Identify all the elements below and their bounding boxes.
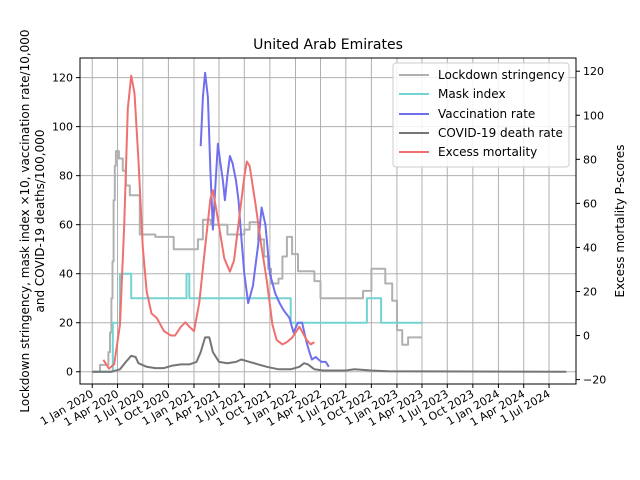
y-right-tick-label: 60	[583, 197, 597, 210]
legend-label-excess-mortality: Excess mortality	[438, 145, 537, 159]
y-right-tick-label: 100	[583, 109, 604, 122]
y-left-tick-label: 80	[59, 170, 73, 183]
legend-box	[392, 62, 570, 168]
chart-title: United Arab Emirates	[253, 37, 403, 53]
y-axis-left-label-line2: and COVID-19 deaths/100,000	[33, 130, 47, 313]
series-line-covid-19-death-rate	[92, 336, 567, 373]
plot-frame	[79, 57, 577, 385]
y-left-tick-label: 100	[52, 121, 73, 134]
series-line-excess-mortality	[102, 74, 315, 370]
y-right-tick-label: 120	[583, 65, 604, 78]
legend: Lockdown stringency Mask index Vaccinati…	[392, 62, 570, 168]
y-left-tick-label: 120	[52, 72, 73, 85]
y-right-tick-label: 80	[583, 153, 597, 166]
y-right-tick-label: −20	[583, 374, 606, 387]
grid	[80, 58, 576, 384]
y-left-tick-label: 40	[59, 268, 73, 281]
legend-label-mask-index: Mask index	[438, 87, 506, 101]
y-right-tick-label: 0	[583, 330, 590, 343]
legend-label-covid-death-rate: COVID-19 death rate	[438, 126, 563, 140]
legend-label-vaccination-rate: Vaccination rate	[438, 107, 535, 121]
legend-label-lockdown-stringency: Lockdown stringency	[438, 68, 565, 82]
series-layer	[92, 71, 567, 373]
y-axis-left: 0 20 40 60 80 100 120	[52, 72, 80, 379]
y-left-tick-label: 0	[66, 366, 73, 379]
y-axis-right-label: Excess mortality P-scores	[613, 145, 627, 298]
series-line-lockdown-stringency	[92, 150, 422, 373]
y-right-tick-label: 40	[583, 241, 597, 254]
y-axis-right: −20 0 20 40 60 80 100 120	[576, 65, 606, 387]
series-line-vaccination-rate	[199, 71, 330, 368]
y-left-tick-label: 60	[59, 219, 73, 232]
series-line-mask-index	[92, 272, 422, 373]
y-left-tick-label: 20	[59, 317, 73, 330]
y-right-tick-label: 20	[583, 285, 597, 298]
y-axis-left-label-line1: Lockdown stringency, mask index ×10, vac…	[18, 29, 32, 412]
